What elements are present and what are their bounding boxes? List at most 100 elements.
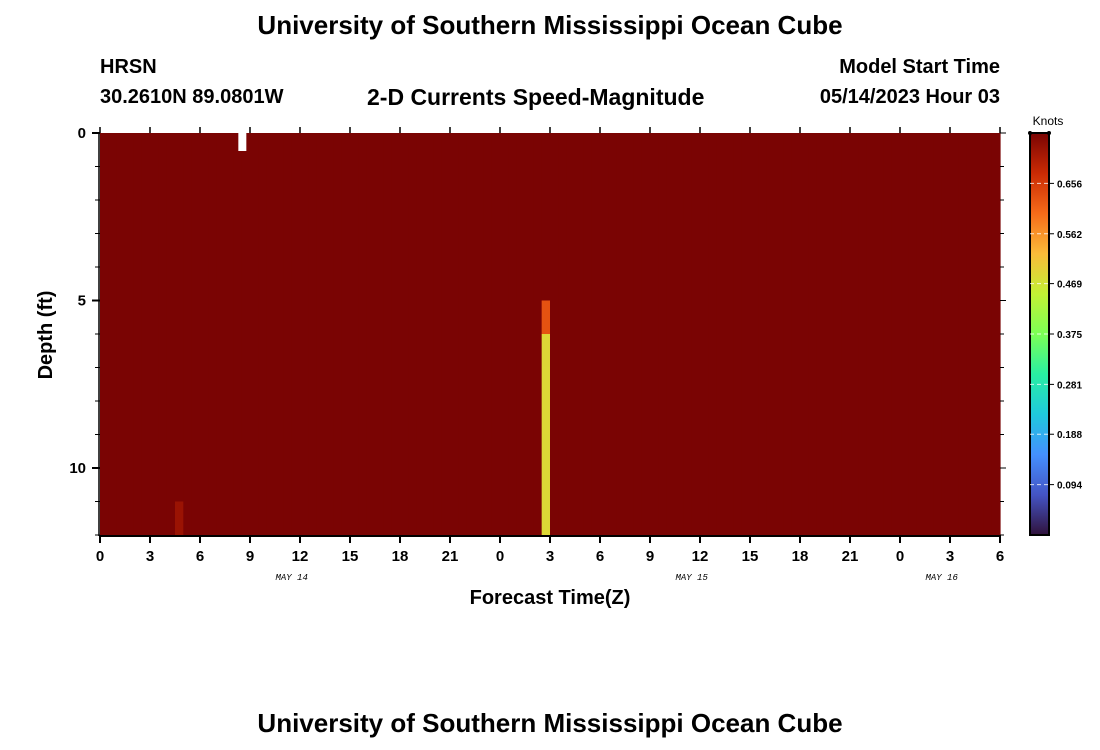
heatmap-cell — [558, 166, 568, 201]
heatmap-cell — [783, 200, 793, 235]
heatmap-cell — [341, 200, 351, 235]
heatmap-cell — [650, 300, 659, 335]
heatmap-cell — [850, 233, 859, 268]
heatmap-cell — [525, 267, 534, 302]
heatmap-cell — [875, 133, 884, 168]
heatmap-cell — [533, 166, 543, 201]
heatmap-cell — [591, 233, 601, 268]
date-label: MAY 14 — [275, 573, 307, 583]
heatmap-cell — [275, 501, 284, 536]
heatmap-cell — [800, 233, 809, 268]
heatmap-cell — [975, 468, 984, 503]
heatmap-cell — [300, 200, 309, 235]
heatmap-cell — [416, 367, 426, 402]
heatmap-cell — [450, 468, 459, 503]
heatmap-cell — [300, 166, 309, 201]
heatmap-cell — [533, 367, 543, 402]
heatmap-cell — [133, 200, 143, 235]
heatmap-cell — [658, 334, 668, 369]
heatmap-cell — [408, 334, 418, 369]
heatmap-cell — [316, 334, 326, 369]
heatmap-cell — [566, 501, 576, 536]
heatmap-cell — [750, 300, 759, 335]
heatmap-cell — [783, 267, 793, 302]
heatmap-cell — [891, 367, 901, 402]
heatmap-cell — [566, 334, 576, 369]
heatmap-cell — [533, 434, 543, 469]
heatmap-cell — [591, 166, 601, 201]
heatmap-cell — [658, 166, 668, 201]
heatmap-cell — [875, 501, 884, 536]
heatmap-cell — [291, 133, 301, 168]
heatmap-cell — [883, 200, 893, 235]
heatmap-cell — [700, 468, 709, 503]
heatmap-cell — [850, 166, 859, 201]
heatmap-cell — [483, 300, 493, 335]
heatmap-cell — [283, 501, 293, 536]
heatmap-cell — [766, 501, 776, 536]
heatmap-cell — [308, 501, 318, 536]
heatmap-cell — [516, 401, 526, 436]
heatmap-cell — [791, 300, 801, 335]
heatmap-cell — [125, 401, 134, 436]
heatmap-cell — [125, 468, 134, 503]
heatmap-cell — [666, 501, 676, 536]
heatmap-cell — [258, 334, 268, 369]
heatmap-cell — [641, 468, 651, 503]
heatmap-cell — [658, 501, 668, 536]
heatmap-cell — [100, 267, 109, 302]
heatmap-cell — [250, 200, 259, 235]
heatmap-cell — [600, 300, 609, 335]
heatmap-cell — [683, 267, 693, 302]
heatmap-cell — [383, 300, 393, 335]
heatmap-cell — [225, 233, 234, 268]
heatmap-cell — [541, 367, 551, 402]
heatmap-cell — [533, 468, 543, 503]
x-tick-label: 0 — [96, 548, 104, 565]
heatmap-cell — [233, 267, 243, 302]
heatmap-cell — [933, 334, 943, 369]
heatmap-cell — [700, 300, 709, 335]
heatmap-cell — [350, 334, 359, 369]
heatmap-cell — [150, 401, 159, 436]
heatmap-cell — [191, 334, 201, 369]
heatmap-cell — [200, 267, 209, 302]
heatmap-cell — [258, 233, 268, 268]
heatmap-cell — [758, 233, 768, 268]
heatmap-cell — [716, 233, 726, 268]
heatmap-cell — [183, 401, 193, 436]
heatmap-cell — [300, 133, 309, 168]
heatmap-cell — [341, 401, 351, 436]
heatmap-cell — [841, 468, 851, 503]
heatmap-cell — [975, 501, 984, 536]
colorbar-tick-label: 0.656 — [1057, 179, 1082, 190]
heatmap-cell — [741, 233, 751, 268]
heatmap-cell — [608, 501, 618, 536]
heatmap-cell — [125, 166, 134, 201]
heatmap-cell — [966, 434, 976, 469]
heatmap-cell — [458, 401, 468, 436]
heatmap-cell — [675, 501, 684, 536]
heatmap-cell — [241, 367, 251, 402]
heatmap-cell — [850, 334, 859, 369]
heatmap-cell — [191, 434, 201, 469]
heatmap-cell — [541, 334, 551, 369]
heatmap-cell — [941, 434, 951, 469]
heatmap-cell — [600, 367, 609, 402]
heatmap-cell — [208, 267, 218, 302]
heatmap-cell — [333, 300, 343, 335]
heatmap-cell — [891, 200, 901, 235]
heatmap-cell — [708, 334, 718, 369]
heatmap-cell — [416, 300, 426, 335]
heatmap-cell — [950, 367, 959, 402]
heatmap-cell — [883, 166, 893, 201]
heatmap-cell — [325, 501, 334, 536]
heatmap-cell — [475, 468, 484, 503]
heatmap-cell — [616, 434, 626, 469]
heatmap-cell — [825, 233, 834, 268]
heatmap-cell — [308, 367, 318, 402]
heatmap-cell — [150, 200, 159, 235]
heatmap-cell — [491, 468, 501, 503]
heatmap-cell — [108, 200, 118, 235]
heatmap-cell — [775, 401, 784, 436]
